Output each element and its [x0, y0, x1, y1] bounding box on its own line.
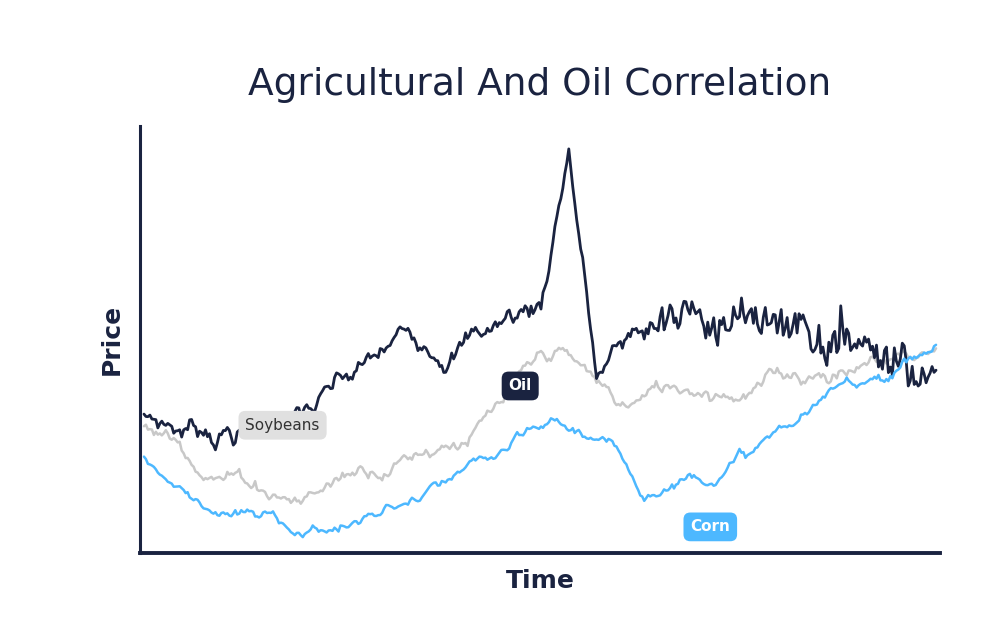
- Y-axis label: Price: Price: [99, 303, 123, 375]
- Text: Corn: Corn: [690, 519, 730, 534]
- Text: Soybeans: Soybeans: [245, 418, 320, 433]
- Text: Oil: Oil: [509, 379, 532, 394]
- X-axis label: Time: Time: [506, 570, 574, 593]
- Title: Agricultural And Oil Correlation: Agricultural And Oil Correlation: [248, 67, 832, 103]
